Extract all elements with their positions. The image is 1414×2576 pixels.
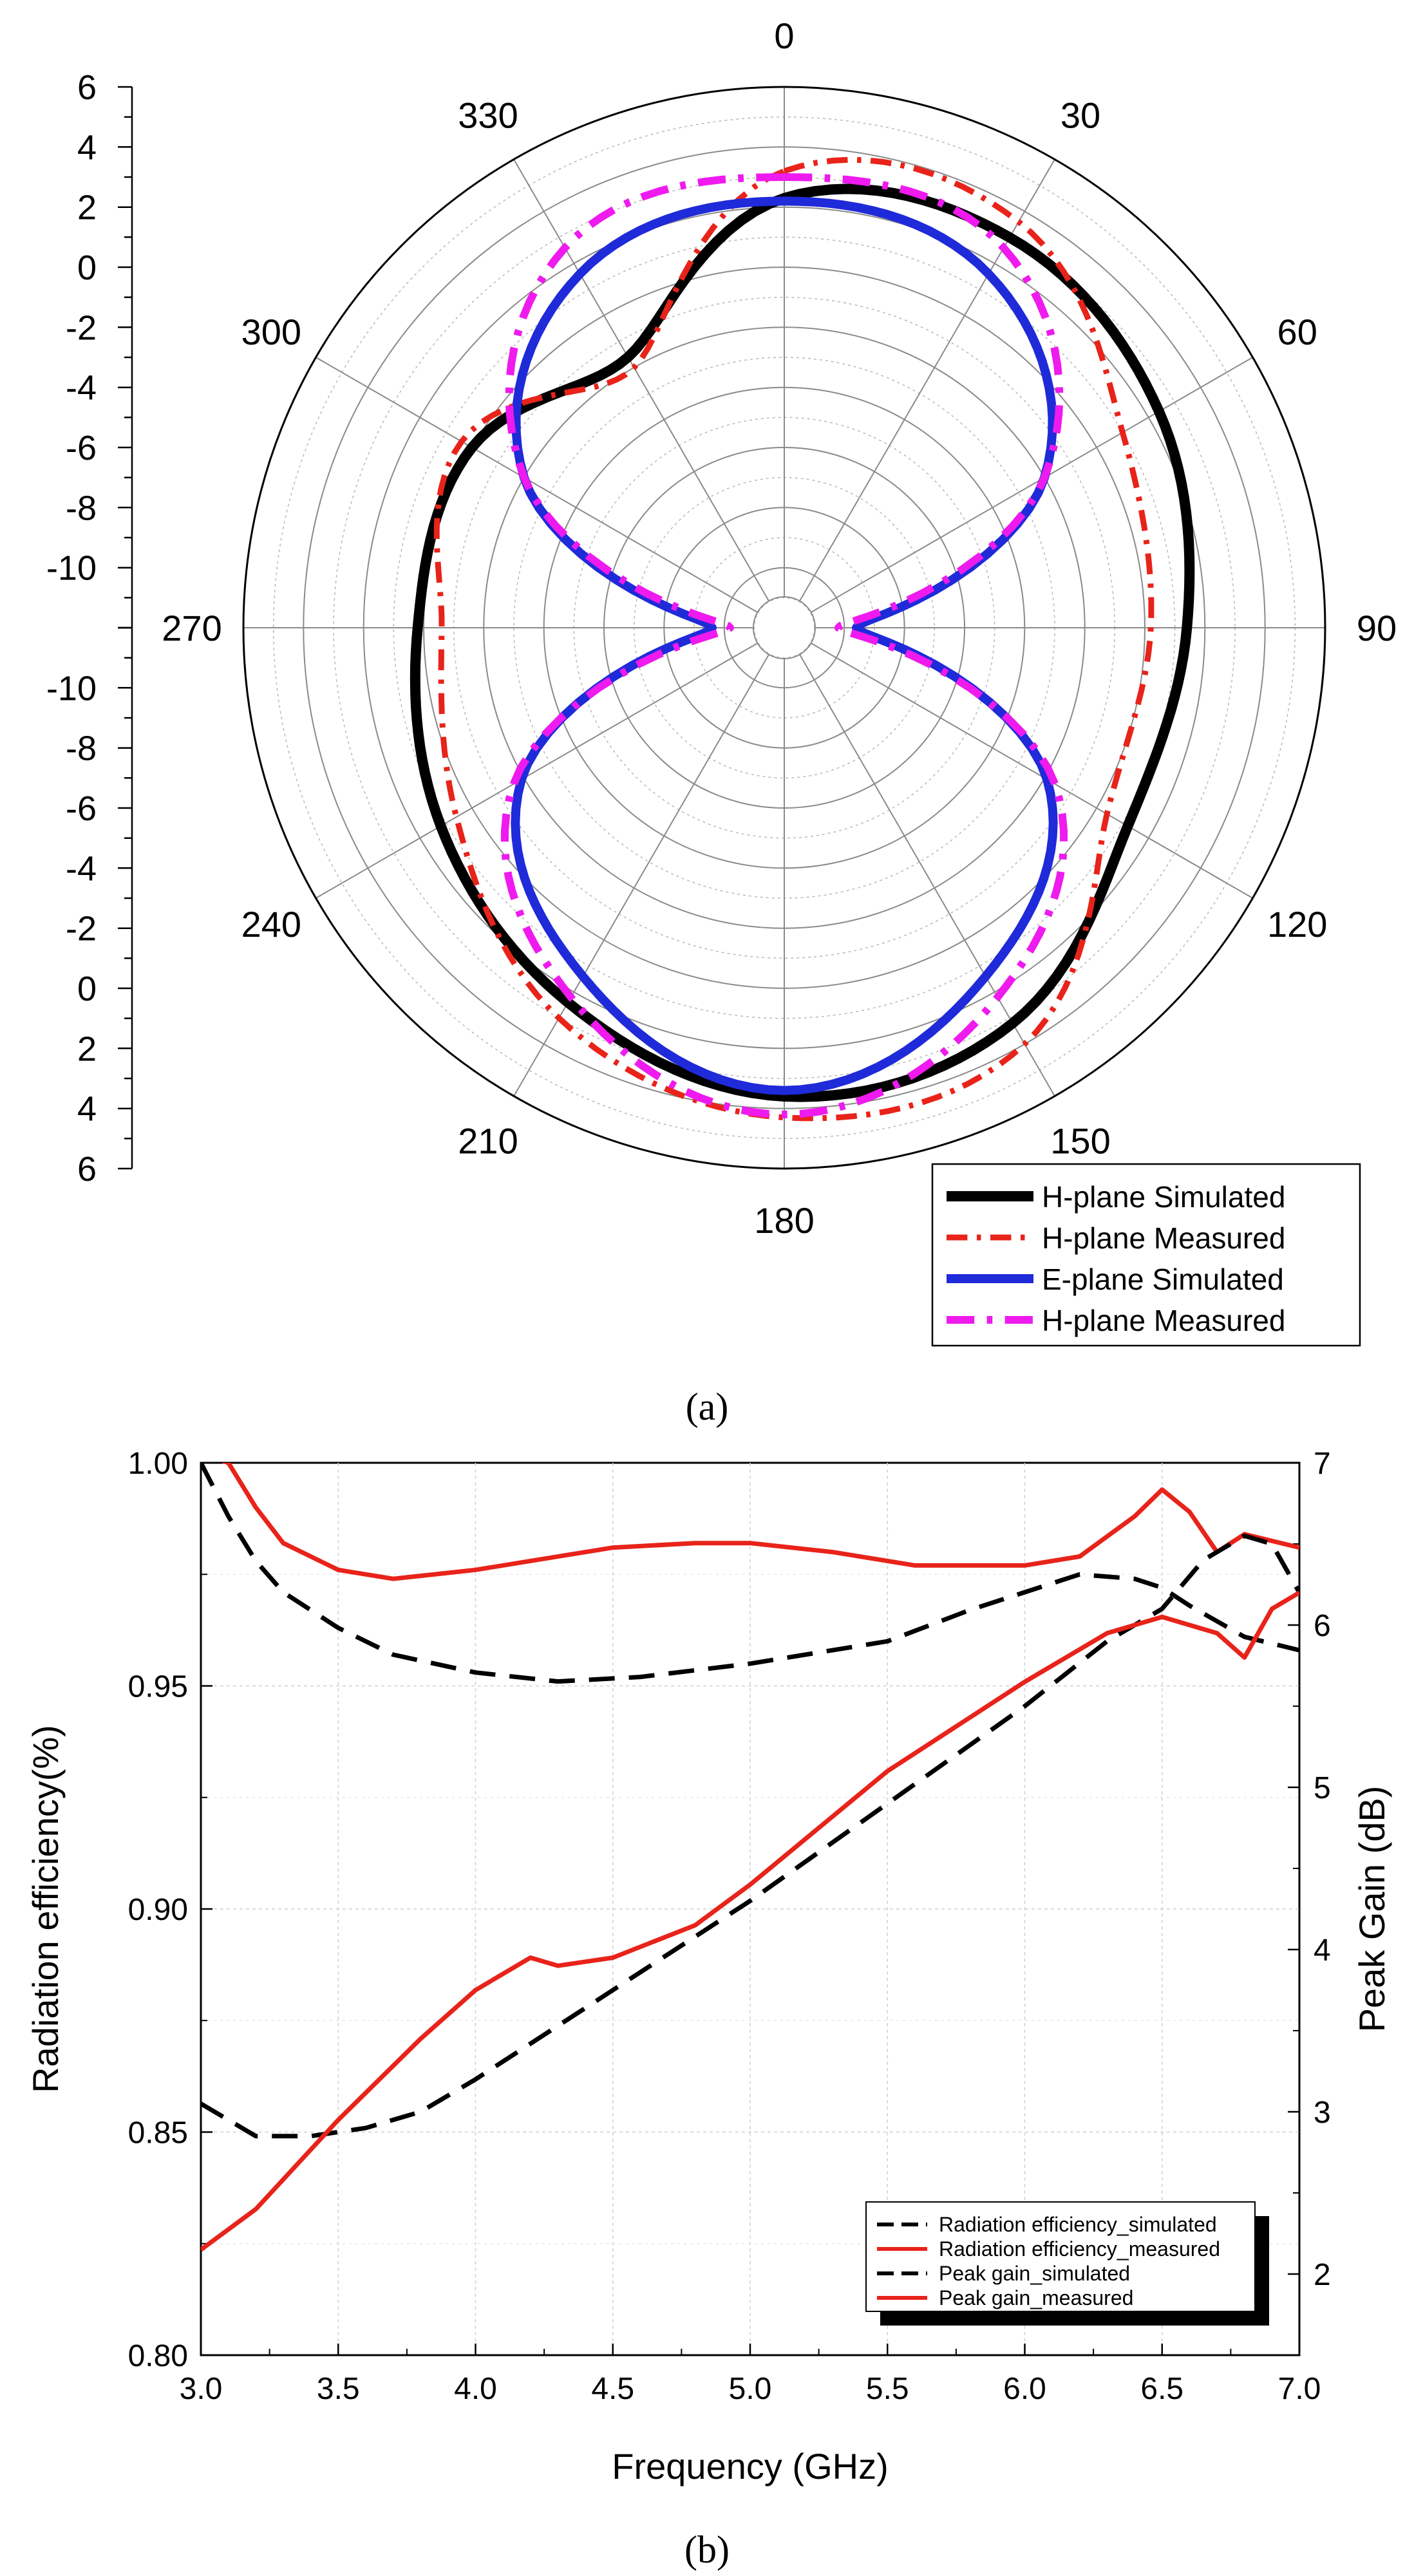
y-axis-tick-label-right: 2 [1314, 2258, 1331, 2292]
polar-angle-label: 180 [754, 1200, 814, 1241]
x-axis-tick-label: 5.5 [866, 2372, 909, 2406]
line-legend: Radiation efficiency_simulatedRadiation … [865, 2201, 1269, 2326]
polar-radial-tick-label: -6 [66, 429, 97, 467]
y-axis-tick-label-right: 7 [1314, 1447, 1331, 1481]
polar-angle-label: 300 [241, 312, 301, 352]
line-series-group [201, 1463, 1299, 2252]
polar-legend-label: H-plane Measured [1042, 1304, 1285, 1337]
polar-radial-tick-label: -4 [66, 849, 97, 888]
polar-angle-label: 90 [1357, 608, 1397, 648]
polar-radial-tick-label: 6 [77, 1150, 97, 1189]
polar-angle-label: 60 [1277, 312, 1317, 352]
polar-radial-tick-label: -10 [46, 549, 97, 588]
line-series-radiation-efficiency-simulated [201, 1463, 1299, 1684]
polar-radial-tick-label: -4 [66, 369, 97, 408]
line-legend-label: Peak gain_measured [939, 2286, 1133, 2309]
y-axis-title-left: Radiation efficiency(%) [25, 1725, 66, 2093]
y-axis-tick-label-left: 1.00 [128, 1447, 188, 1481]
line-series-radiation-efficiency-measured [221, 1463, 1299, 1581]
polar-outer-circle [242, 86, 1326, 1170]
polar-angle-label: 240 [241, 904, 301, 945]
polar-radial-tick-label: 2 [77, 1029, 97, 1068]
polar-radial-tick-label: 4 [77, 1090, 97, 1129]
line-series-peak-gain-simulated [201, 1533, 1299, 2139]
polar-radial-tick-label: 0 [77, 249, 97, 287]
polar-spoke [316, 357, 758, 613]
caption-b: (b) [684, 2528, 730, 2571]
line-legend-label: Radiation efficiency_simulated [939, 2213, 1217, 2236]
polar-spoke [513, 159, 769, 601]
y-axis-tick-label-left: 0.90 [128, 1893, 188, 1927]
x-axis-tick-label: 5.0 [729, 2372, 772, 2406]
polar-radial-tick-label: 4 [77, 128, 97, 167]
caption-a: (a) [686, 1386, 729, 1428]
x-axis-tick-label: 6.0 [1003, 2372, 1046, 2406]
y-axis-tick-label-left: 0.95 [128, 1670, 188, 1704]
polar-angle-label: 270 [162, 608, 222, 648]
polar-spoke [513, 654, 769, 1096]
polar-angle-label: 330 [458, 95, 518, 135]
polar-radial-tick-label: -6 [66, 789, 97, 828]
y-axis-tick-label-right: 4 [1314, 1933, 1331, 1968]
y-axis-tick-label-right: 5 [1314, 1771, 1331, 1805]
polar-radial-tick-label: 0 [77, 970, 97, 1008]
polar-radial-tick-label: -8 [66, 489, 97, 527]
polar-spoke [799, 159, 1055, 601]
line-legend-box [865, 2201, 1256, 2312]
polar-legend: H-plane Simulated H-plane Measured E-plane… [931, 1163, 1361, 1347]
y-axis-tick-label-right: 3 [1314, 2096, 1331, 2130]
polar-radial-tick-label: 6 [77, 68, 97, 107]
polar-angle-label: 150 [1050, 1121, 1110, 1161]
polar-series-group [410, 156, 1195, 1122]
y-axis-tick-label-left: 0.80 [128, 2339, 188, 2373]
polar-spoke [811, 357, 1253, 613]
line-chart: 3.0 3.5 4.0 4.5 5.0 5.5 6.0 6.5 7.0 0.80 0.85 0.90 0… [25, 1447, 1392, 2571]
polar-series-line [500, 173, 1068, 1118]
polar-legend-label: H-plane Simulated [1042, 1180, 1285, 1214]
y-axis-tick-label-right: 6 [1314, 1609, 1331, 1643]
polar-angle-label: 30 [1060, 95, 1100, 135]
x-axis-tick-label: 4.0 [454, 2372, 497, 2406]
polar-angle-labels: 0 30 60 90 120 150 180 210 240 270 300 330 [162, 15, 1397, 1241]
polar-spoke [316, 643, 758, 899]
polar-chart: 6 4 2 0 -2 -4 -6 -8 -10 -10 -8 -6 -4 -2 0 2 4 6 0 30 60 90 12… [46, 15, 1397, 1428]
x-axis-tick-label: 3.0 [180, 2372, 223, 2406]
polar-spoke [811, 643, 1253, 899]
polar-radial-axis: 6 4 2 0 -2 -4 -6 -8 -10 -10 -8 -6 -4 -2 0 2 4 6 [46, 68, 133, 1189]
x-axis-tick-label: 7.0 [1278, 2372, 1321, 2406]
polar-radial-tick-label: -10 [46, 669, 97, 708]
polar-legend-label: H-plane Measured [1042, 1221, 1285, 1255]
polar-radial-tick-label: -8 [66, 729, 97, 768]
polar-angle-label: 0 [774, 15, 794, 56]
polar-radial-tick-label: 2 [77, 189, 97, 227]
line-series-peak-gain-measured [201, 1590, 1299, 2252]
line-legend-label: Peak gain_simulated [939, 2262, 1130, 2285]
polar-series-line [433, 156, 1155, 1122]
x-axis-title: Frequency (GHz) [612, 2446, 888, 2487]
polar-grid [242, 86, 1326, 1170]
y-axis-title-right: Peak Gain (dB) [1352, 1786, 1392, 2033]
polar-legend-label: E-plane Simulated [1042, 1263, 1284, 1296]
x-axis-tick-label: 6.5 [1140, 2372, 1183, 2406]
line-legend-label: Radiation efficiency_measured [939, 2237, 1220, 2261]
polar-grid-circle-minor [753, 597, 815, 659]
polar-series-line [410, 183, 1195, 1102]
x-axis-tick-label: 3.5 [317, 2372, 360, 2406]
polar-radial-tick-label: -2 [66, 308, 97, 347]
polar-angle-label: 120 [1267, 904, 1327, 945]
x-axis-tick-label: 4.5 [591, 2372, 634, 2406]
polar-angle-label: 210 [458, 1121, 518, 1161]
line-axes: 3.0 3.5 4.0 4.5 5.0 5.5 6.0 6.5 7.0 0.80 0.85 0.90 0… [128, 1447, 1331, 2406]
polar-radial-tick-label: -2 [66, 910, 97, 948]
y-axis-tick-label-left: 0.85 [128, 2116, 188, 2150]
